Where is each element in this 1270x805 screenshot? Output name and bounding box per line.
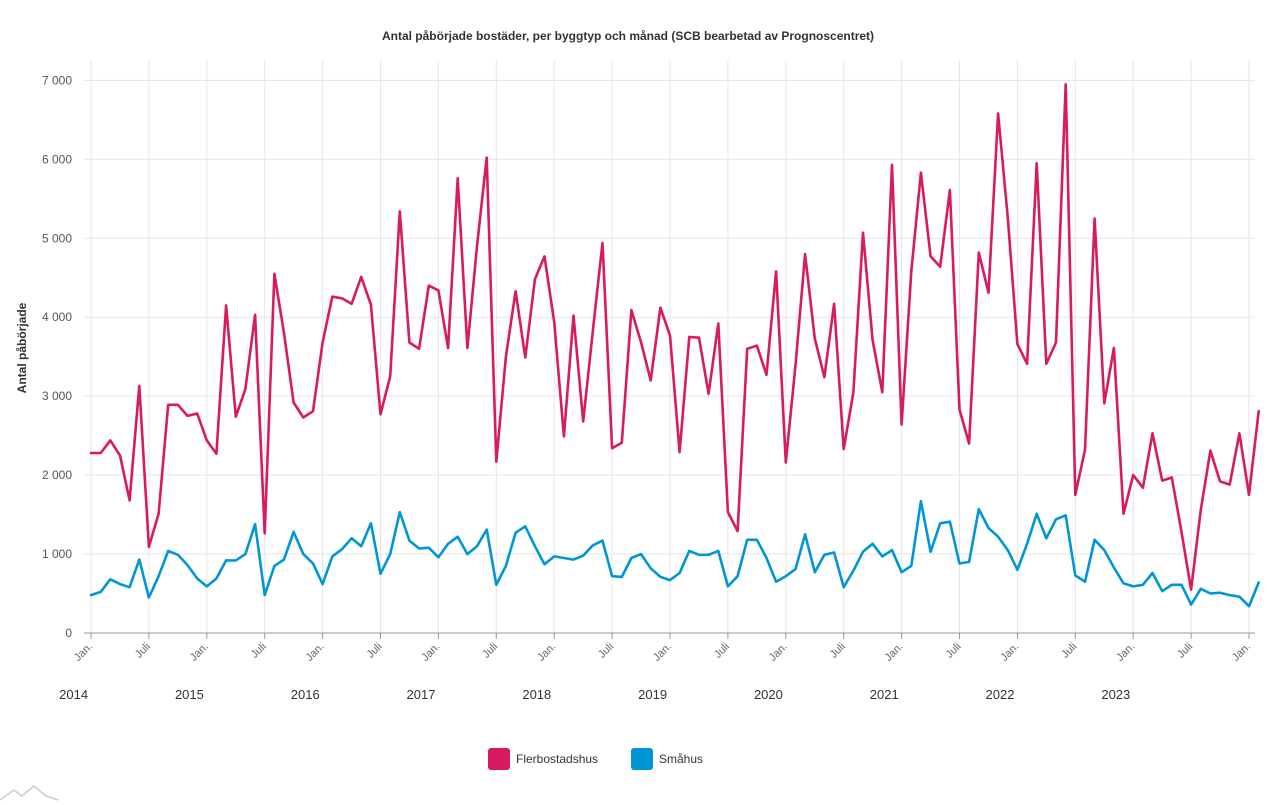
- x-tick-label: Juli: [480, 641, 500, 661]
- x-tick-label: Jan.: [72, 641, 95, 664]
- x-tick-label: Jan.: [419, 641, 442, 664]
- legend-item-flerbostadshus[interactable]: Flerbostadshus: [488, 748, 598, 770]
- series-lines: [89, 83, 1260, 608]
- year-label: 2018: [522, 687, 551, 702]
- chart-title: Antal påbörjade bostäder, per byggtyp oc…: [382, 29, 874, 43]
- x-tick-label: Juli: [249, 641, 269, 661]
- y-tick-label: 4 000: [42, 310, 72, 324]
- y-tick-label: 2 000: [42, 468, 72, 482]
- year-label: 2020: [754, 687, 783, 702]
- x-tick-label: Juli: [712, 641, 732, 661]
- year-label: 2016: [291, 687, 320, 702]
- x-tick-label: Juli: [1059, 641, 1079, 661]
- legend-label: Flerbostadshus: [516, 752, 598, 766]
- year-label: 2014: [59, 687, 88, 702]
- x-tick-label: Juli: [1175, 641, 1195, 661]
- y-axis-label: Antal påbörjade: [15, 302, 29, 393]
- y-tick-label: 0: [65, 626, 72, 640]
- x-tick-label: Juli: [364, 641, 384, 661]
- x-tick-label: Jan.: [1230, 641, 1253, 664]
- y-tick-label: 6 000: [42, 152, 72, 166]
- logo-icon: [0, 785, 59, 801]
- x-tick-label: Juli: [133, 641, 153, 661]
- y-axis-ticks: 0 1 000 2 000 3 000 4 000 5 000 6 000 7 000: [42, 73, 72, 640]
- x-tick-label: Jan.: [998, 641, 1021, 664]
- x-tick-label: Jan.: [651, 641, 674, 664]
- x-tick-label: Jan.: [767, 641, 790, 664]
- year-label: 2022: [986, 687, 1015, 702]
- x-tick-label: Jan.: [304, 641, 327, 664]
- series-line-flerbostadshus: [89, 83, 1260, 591]
- legend-item-småhus[interactable]: Småhus: [631, 748, 703, 770]
- x-tick-label: Jan.: [883, 641, 906, 664]
- x-tick-label: Juli: [828, 641, 848, 661]
- gridlines: [84, 60, 1255, 633]
- year-labels: 2014 2015 2016 2017 2018 2019 2020 2021 2022 2023: [59, 687, 1130, 702]
- y-tick-label: 5 000: [42, 231, 72, 245]
- year-label: 2019: [638, 687, 667, 702]
- legend-label: Småhus: [659, 752, 703, 766]
- legend-swatch: [488, 748, 510, 770]
- year-label: 2023: [1101, 687, 1130, 702]
- x-tick-label: Juli: [943, 641, 963, 661]
- year-label: 2017: [407, 687, 436, 702]
- x-tick-label: Jan.: [188, 641, 211, 664]
- y-tick-label: 1 000: [42, 547, 72, 561]
- x-tick-label: Jan.: [535, 641, 558, 664]
- x-axis-ticks: Jan. Juli Jan. Juli Jan. Juli Jan. Juli Jan. Juli…: [72, 633, 1253, 664]
- y-tick-label: 3 000: [42, 389, 72, 403]
- series-line-småhus: [89, 499, 1260, 608]
- legend-swatch: [631, 748, 653, 770]
- x-tick-label: Jan.: [1114, 641, 1137, 664]
- y-tick-label: 7 000: [42, 73, 72, 87]
- year-label: 2015: [175, 687, 204, 702]
- legend[interactable]: Flerbostadshus Småhus: [488, 748, 703, 770]
- x-tick-label: Juli: [596, 641, 616, 661]
- year-label: 2021: [870, 687, 899, 702]
